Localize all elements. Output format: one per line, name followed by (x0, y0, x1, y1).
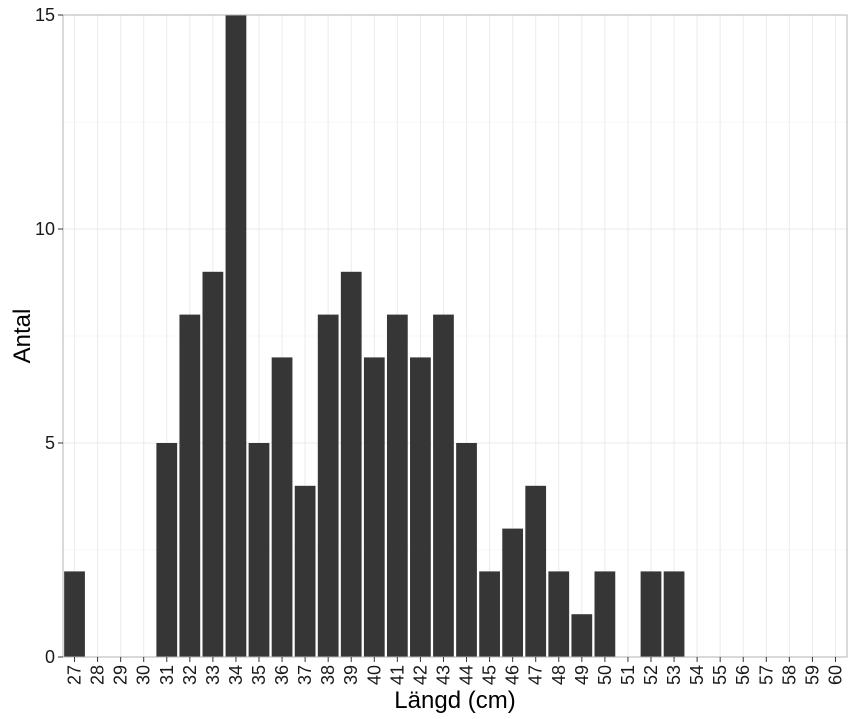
x-tick-label: 49 (572, 665, 592, 685)
bar-44 (456, 443, 477, 657)
bar-53 (663, 571, 685, 657)
x-tick-label: 35 (249, 665, 269, 685)
x-tick-label: 48 (549, 665, 569, 685)
x-tick-label: 39 (341, 665, 361, 685)
x-tick-label: 51 (618, 665, 638, 685)
x-tick-label: 29 (111, 665, 131, 685)
x-tick-label: 54 (687, 665, 707, 685)
x-tick-label: 33 (203, 665, 223, 685)
bar-42 (410, 357, 431, 657)
x-tick-label: 53 (664, 665, 684, 685)
bar-37 (294, 485, 316, 657)
x-tick-label: 28 (88, 665, 108, 685)
x-tick-label: 32 (180, 665, 200, 685)
bar-39 (340, 271, 362, 657)
y-tick-label: 5 (45, 433, 55, 453)
x-tick-label: 57 (756, 665, 776, 685)
bar-45 (479, 571, 500, 657)
x-tick-label: 42 (410, 665, 430, 685)
y-tick-label: 10 (35, 219, 55, 239)
x-tick-label: 45 (480, 665, 500, 685)
y-tick-label: 0 (45, 647, 55, 667)
y-axis-title: Antal (9, 309, 36, 364)
x-tick-label: 36 (272, 665, 292, 685)
x-tick-label: 41 (387, 665, 407, 685)
bar-31 (156, 443, 178, 657)
bar-46 (502, 528, 524, 657)
x-axis-title: Längd (cm) (394, 687, 515, 714)
x-tick-label: 52 (641, 665, 661, 685)
bars (64, 15, 685, 657)
x-tick-label: 43 (433, 665, 453, 685)
x-tick-label: 60 (825, 665, 845, 685)
bar-43 (433, 314, 454, 657)
bar-34 (225, 15, 247, 657)
x-tick-label: 56 (733, 665, 753, 685)
bar-32 (179, 314, 201, 657)
bar-40 (363, 357, 385, 657)
bar-50 (594, 571, 616, 657)
x-tick-label: 50 (595, 665, 615, 685)
x-tick-label: 34 (226, 665, 246, 685)
x-tick-label: 30 (134, 665, 154, 685)
y-axis-ticks: 0 5 10 15 (35, 5, 63, 667)
x-tick-label: 55 (710, 665, 730, 685)
x-tick-label: 38 (318, 665, 338, 685)
y-tick-label: 15 (35, 5, 55, 25)
x-tick-label: 37 (295, 665, 315, 685)
bar-47 (525, 485, 547, 657)
bar-48 (548, 571, 570, 657)
x-tick-label: 40 (364, 665, 384, 685)
panel-border (62, 14, 848, 658)
bar-27 (64, 571, 85, 657)
bar-38 (317, 314, 339, 657)
x-tick-label: 27 (65, 665, 85, 685)
bar-49 (571, 614, 593, 657)
x-tick-label: 47 (526, 665, 546, 685)
x-tick-label: 46 (503, 665, 523, 685)
bar-41 (386, 314, 408, 657)
bar-52 (640, 571, 662, 657)
x-tick-label: 59 (802, 665, 822, 685)
x-tick-label: 58 (779, 665, 799, 685)
x-tick-label: 44 (457, 665, 477, 685)
bar-36 (271, 357, 293, 657)
x-axis-ticks: 27 28 29 30 31 32 33 34 35 36 37 38 39 40 41 42 43 44 45 46… (65, 657, 845, 685)
bar-35 (248, 443, 270, 657)
bar-33 (202, 271, 224, 657)
x-tick-label: 31 (157, 665, 177, 685)
